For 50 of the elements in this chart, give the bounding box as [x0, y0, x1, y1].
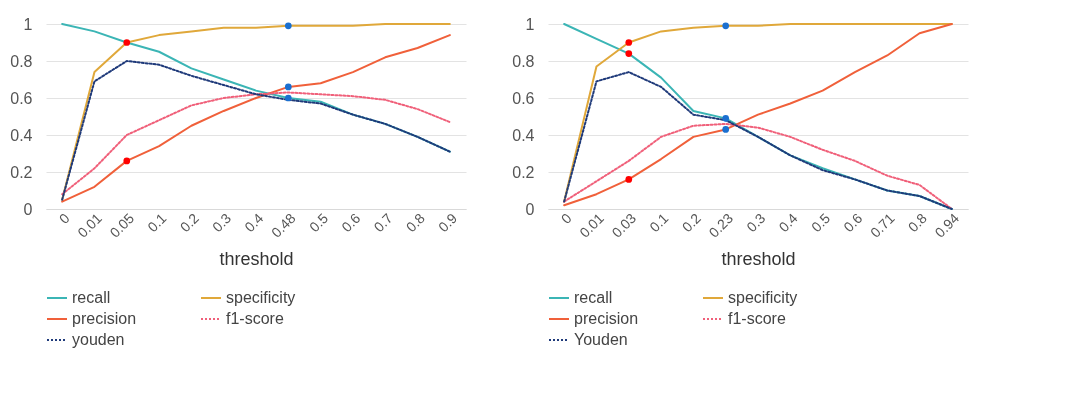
y-tick-label: 0.4 — [512, 126, 535, 144]
x-tick-label: 0.2 — [678, 209, 704, 236]
x-tick-label: 0.5 — [807, 209, 834, 236]
y-tick-label: 1 — [525, 15, 535, 33]
y-tick-label: 0.8 — [512, 52, 535, 70]
legend-label: youden — [72, 331, 125, 348]
x-tick-label: 0.3 — [209, 209, 235, 236]
x-tick-label: 0.6 — [338, 209, 364, 236]
x-tick-label: 0.4 — [241, 209, 267, 236]
x-tick-label: 0.9 — [435, 209, 461, 236]
x-tick-label: 0.8 — [402, 209, 429, 236]
x-tick-label: 0.94 — [931, 209, 963, 241]
legend-label: Youden — [574, 331, 628, 348]
x-tick-label: 0.01 — [74, 209, 106, 241]
x-tick-label: 0 — [557, 209, 575, 227]
x-tick-label: 0.1 — [144, 209, 170, 236]
x-tick-label: 0.6 — [840, 209, 866, 236]
x-tick-label: 0.7 — [370, 209, 396, 236]
legend-label: precision — [574, 310, 639, 327]
legend-label: precision — [72, 310, 137, 327]
x-tick-label: 0.71 — [867, 209, 898, 241]
x-axis-title: threshold — [721, 248, 796, 269]
y-tick-label: 0.2 — [10, 163, 33, 181]
y-tick-label: 1 — [23, 15, 33, 33]
y-tick-label: 0.2 — [512, 163, 535, 181]
line-series — [61, 23, 451, 153]
legend-label: specificity — [728, 289, 798, 306]
y-tick-label: 0.6 — [512, 89, 535, 107]
y-tick-label: 0.6 — [10, 89, 33, 107]
legend-label: recall — [72, 289, 111, 306]
x-tick-label: 0.2 — [176, 209, 202, 236]
x-tick-label: 0.4 — [775, 209, 801, 236]
x-tick-label: 0.5 — [305, 209, 332, 236]
x-tick-label: 0.8 — [904, 209, 931, 236]
legend-label: f1-score — [226, 310, 284, 327]
x-axis-title: threshold — [219, 248, 294, 269]
legend-label: f1-score — [728, 310, 786, 327]
x-tick-label: 0.3 — [743, 209, 769, 236]
y-tick-label: 0.4 — [10, 126, 33, 144]
x-tick-label: 0.01 — [576, 209, 608, 241]
x-tick-label: 0 — [55, 209, 73, 227]
x-tick-label: 0.03 — [608, 209, 640, 241]
x-tick-label: 0.23 — [705, 209, 737, 241]
line-series — [61, 60, 451, 201]
line-series — [563, 71, 953, 210]
legend-label: recall — [574, 289, 613, 306]
x-tick-label: 0.48 — [268, 209, 299, 241]
legend-label: specificity — [226, 289, 296, 306]
y-tick-label: 0.8 — [10, 52, 33, 70]
x-tick-label: 0.1 — [646, 209, 672, 236]
